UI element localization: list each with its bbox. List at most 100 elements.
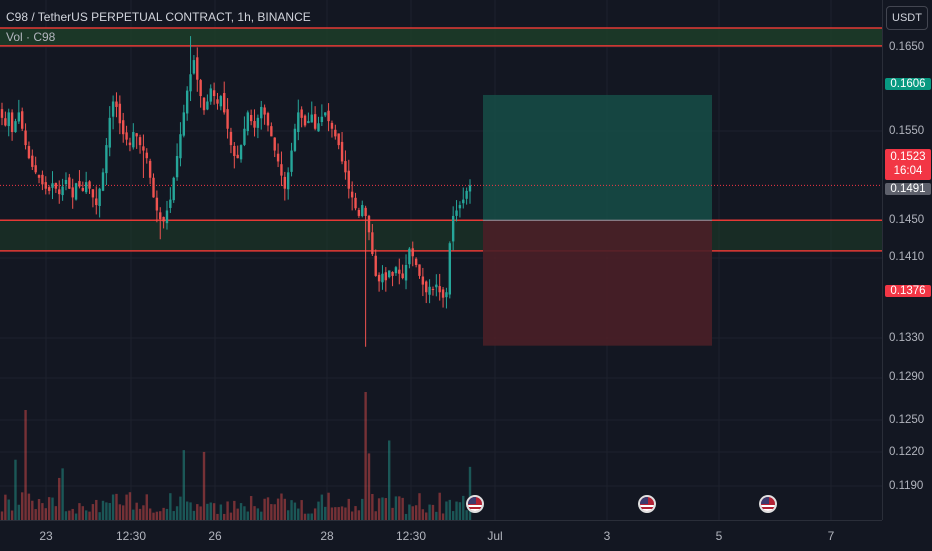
candle-body xyxy=(458,205,462,209)
volume-bar xyxy=(404,513,408,520)
price-tick: 0.1450 xyxy=(889,214,925,226)
volume-bar xyxy=(441,513,445,520)
volume-bar xyxy=(223,513,226,520)
volume-bar xyxy=(445,501,448,520)
candle-body xyxy=(263,107,266,115)
volume-bar xyxy=(408,504,411,520)
candle-body xyxy=(37,175,41,178)
volume-bar xyxy=(324,506,327,520)
volume-bar xyxy=(78,503,81,520)
candle-body xyxy=(108,117,111,148)
volume-bar xyxy=(196,504,199,520)
candle-body xyxy=(118,103,122,124)
candle-body xyxy=(74,183,78,200)
candle-body xyxy=(330,122,334,129)
candle-body xyxy=(303,115,307,126)
candle-body xyxy=(233,145,236,156)
candle-body xyxy=(401,273,404,279)
candle-body xyxy=(84,182,88,193)
volume-bar xyxy=(357,510,361,520)
time-tick: Jul xyxy=(487,529,503,543)
volume-bar xyxy=(81,506,85,520)
candle-body xyxy=(273,137,276,151)
volume-legend[interactable]: Vol · C98 xyxy=(6,30,56,44)
volume-bar xyxy=(169,493,172,520)
candle-body xyxy=(169,199,172,208)
candle-body xyxy=(111,101,115,117)
volume-bar xyxy=(209,502,212,520)
volume-bar xyxy=(135,502,138,520)
chart-pane[interactable]: C98 / TetherUS PERPETUAL CONTRACT, 1h, B… xyxy=(0,0,882,520)
currency-button[interactable]: USDT xyxy=(886,6,928,30)
volume-bar xyxy=(421,509,425,520)
us-flag-icon[interactable] xyxy=(638,495,656,513)
volume-bar xyxy=(286,510,290,520)
volume-bar xyxy=(172,511,175,520)
volume-bar xyxy=(361,498,364,520)
candle-body xyxy=(206,101,209,110)
volume-bar xyxy=(74,513,78,520)
candle-body xyxy=(418,264,421,276)
volume-bar xyxy=(71,508,74,520)
volume-bar xyxy=(260,511,263,520)
candle-body xyxy=(381,273,384,283)
volume-bar xyxy=(431,504,435,520)
volume-bar xyxy=(253,506,256,520)
volume-bar xyxy=(313,508,317,520)
candle-body xyxy=(374,255,377,276)
us-flag-icon[interactable] xyxy=(466,495,484,513)
volume-bar xyxy=(108,503,111,520)
candle-body xyxy=(51,183,54,188)
candle-body xyxy=(408,248,411,265)
volume-bar xyxy=(21,492,24,520)
volume-bar xyxy=(10,510,14,520)
price-axis[interactable]: 0.1650 0.1606 0.1550 0.1523 16:04 0.1491… xyxy=(882,0,932,520)
candlestick-chart[interactable] xyxy=(0,0,882,520)
candle-body xyxy=(310,114,313,123)
candles xyxy=(0,36,472,347)
candle-body xyxy=(276,153,280,162)
stop-loss-zone xyxy=(483,220,712,346)
candle-body xyxy=(313,114,317,129)
candle-body xyxy=(260,106,263,119)
volume-bar xyxy=(384,498,388,520)
volume-bar xyxy=(374,511,377,520)
volume-bar xyxy=(330,507,334,520)
us-flag-icon[interactable] xyxy=(759,495,777,513)
volume-bar xyxy=(364,392,367,520)
volume-bar xyxy=(347,498,350,520)
candle-body xyxy=(246,112,249,132)
take-profit-price-tag: 0.1606 xyxy=(885,78,931,90)
candle-body xyxy=(327,110,330,122)
volume-bar xyxy=(24,410,27,520)
candle-body xyxy=(219,96,223,107)
price-tick: 0.1650 xyxy=(889,41,925,53)
volume-bar xyxy=(226,501,229,520)
volume-bar xyxy=(31,500,34,520)
time-axis[interactable]: 23 12:30 26 28 12:30 Jul 3 5 7 xyxy=(0,520,882,551)
volume-bar xyxy=(4,494,7,520)
volume-bar xyxy=(283,498,287,520)
candle-body xyxy=(431,288,435,290)
volume-bar xyxy=(465,510,468,520)
candle-body xyxy=(300,109,303,118)
volume-bar xyxy=(394,496,398,520)
candle-body xyxy=(125,132,128,140)
price-tick: 0.1290 xyxy=(889,371,925,383)
volume-bar xyxy=(51,497,54,520)
candle-body xyxy=(196,57,199,80)
current-price-tag: 0.1523 16:04 xyxy=(885,149,931,180)
volume-bar xyxy=(297,508,300,520)
candle-body xyxy=(162,216,165,222)
candle-body xyxy=(455,210,458,216)
candle-body xyxy=(236,154,239,159)
price-tick: 0.1190 xyxy=(889,480,924,492)
volume-bar xyxy=(138,508,142,520)
volume-bar xyxy=(300,500,303,520)
symbol-legend[interactable]: C98 / TetherUS PERPETUAL CONTRACT, 1h, B… xyxy=(6,10,311,24)
candle-body xyxy=(320,116,324,123)
candle-body xyxy=(283,176,287,189)
volume-bar xyxy=(367,453,371,520)
volume-bars xyxy=(0,392,472,520)
candle-body xyxy=(165,210,169,224)
